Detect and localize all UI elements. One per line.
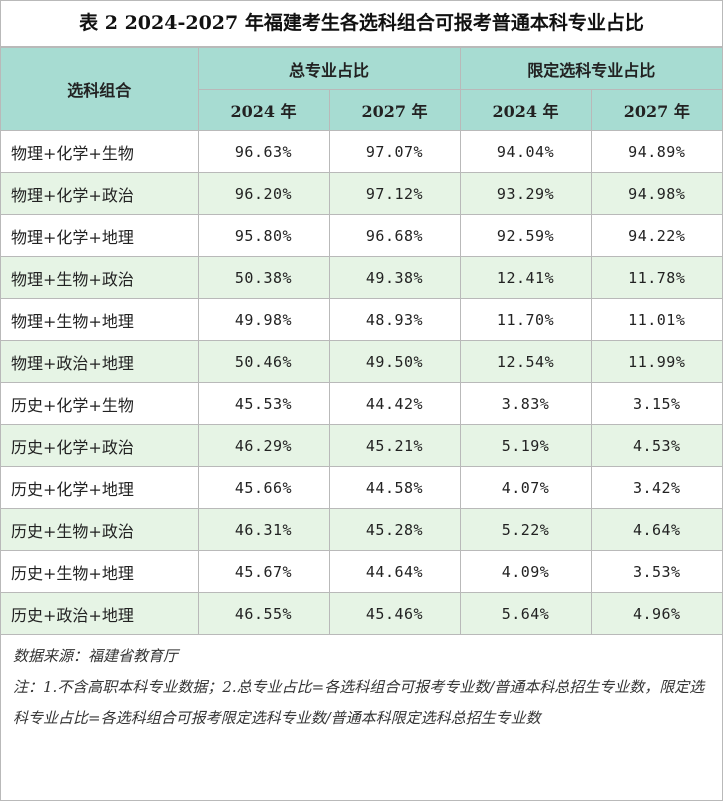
combo-cell: 物理+化学+生物 [1,130,199,173]
combo-cell: 历史+生物+政治 [1,508,199,551]
limited-2027-cell: 94.98% [590,172,723,215]
combo-cell: 历史+政治+地理 [1,592,199,635]
table-row: 历史+生物+政治 46.31% 45.28% 5.22% 4.64% [1,508,723,551]
header-year-total-2027: 2027 年 [328,89,461,131]
total-2027-cell: 49.50% [328,340,461,383]
combo-cell: 物理+化学+地理 [1,214,199,257]
limited-2024-cell: 5.64% [459,592,592,635]
table-row: 物理+化学+政治 96.20% 97.12% 93.29% 94.98% [1,172,723,215]
total-2024-cell: 96.63% [197,130,330,173]
limited-2024-cell: 93.29% [459,172,592,215]
limited-2027-cell: 11.78% [590,256,723,299]
table-row: 物理+政治+地理 50.46% 49.50% 12.54% 11.99% [1,340,723,383]
notes-block: 数据来源：福建省教育厅 注：1.不含高职本科专业数据；2.总专业占比=各选科组合… [1,635,722,734]
combo-cell: 历史+化学+生物 [1,382,199,425]
combo-cell: 物理+生物+地理 [1,298,199,341]
total-2024-cell: 46.29% [197,424,330,467]
combo-cell: 历史+化学+政治 [1,424,199,467]
combo-cell: 历史+生物+地理 [1,550,199,593]
table-row: 历史+化学+地理 45.66% 44.58% 4.07% 3.42% [1,466,723,509]
table-row: 历史+生物+地理 45.67% 44.64% 4.09% 3.53% [1,550,723,593]
table-row: 历史+化学+生物 45.53% 44.42% 3.83% 3.15% [1,382,723,425]
header-limited-share: 限定选科专业占比 [459,47,723,90]
limited-2027-cell: 4.96% [590,592,723,635]
table-title: 表 2 2024-2027 年福建考生各选科组合可报考普通本科专业占比 [1,1,722,47]
table-row: 物理+生物+政治 50.38% 49.38% 12.41% 11.78% [1,256,723,299]
limited-2027-cell: 3.53% [590,550,723,593]
header-combo: 选科组合 [1,47,199,131]
total-2027-cell: 48.93% [328,298,461,341]
combo-cell: 历史+化学+地理 [1,466,199,509]
limited-2027-cell: 94.22% [590,214,723,257]
total-2027-cell: 96.68% [328,214,461,257]
header-year-total-2024: 2024 年 [198,89,330,131]
limited-2027-cell: 4.64% [590,508,723,551]
data-table: 选科组合 总专业占比 限定选科专业占比 2024 年 2027 年 2024 年… [1,47,723,635]
table-row: 历史+化学+政治 46.29% 45.21% 5.19% 4.53% [1,424,723,467]
limited-2024-cell: 92.59% [459,214,592,257]
header-year-limited-2024: 2024 年 [459,89,592,131]
limited-2024-cell: 94.04% [459,130,592,173]
limited-2024-cell: 12.41% [459,256,592,299]
total-2027-cell: 44.58% [328,466,461,509]
total-2027-cell: 45.46% [328,592,461,635]
total-2024-cell: 50.38% [197,256,330,299]
total-2027-cell: 45.28% [328,508,461,551]
limited-2024-cell: 3.83% [459,382,592,425]
total-2024-cell: 96.20% [197,172,330,215]
limited-2027-cell: 3.15% [590,382,723,425]
data-source: 数据来源：福建省教育厅 [13,647,179,665]
combo-cell: 物理+政治+地理 [1,340,199,383]
table-row: 物理+化学+生物 96.63% 97.07% 94.04% 94.89% [1,130,723,173]
header-total-share: 总专业占比 [197,47,461,90]
combo-cell: 物理+化学+政治 [1,172,199,215]
total-2027-cell: 44.42% [328,382,461,425]
table-row: 历史+政治+地理 46.55% 45.46% 5.64% 4.96% [1,592,723,635]
footnote: 注：1.不含高职本科专业数据；2.总专业占比=各选科组合可报考专业数/普通本科总… [13,678,705,727]
table-body: 物理+化学+生物 96.63% 97.07% 94.04% 94.89% 物理+化学+政治… [1,130,723,635]
limited-2024-cell: 4.09% [459,550,592,593]
total-2024-cell: 45.67% [197,550,330,593]
limited-2024-cell: 5.19% [459,424,592,467]
limited-2024-cell: 11.70% [459,298,592,341]
limited-2027-cell: 3.42% [590,466,723,509]
table-row: 物理+化学+地理 95.80% 96.68% 92.59% 94.22% [1,214,723,257]
total-2024-cell: 46.31% [197,508,330,551]
total-2024-cell: 95.80% [197,214,330,257]
limited-2024-cell: 4.07% [459,466,592,509]
limited-2024-cell: 5.22% [459,508,592,551]
limited-2027-cell: 4.53% [590,424,723,467]
total-2027-cell: 44.64% [328,550,461,593]
combo-cell: 物理+生物+政治 [1,256,199,299]
total-2024-cell: 50.46% [197,340,330,383]
limited-2027-cell: 11.01% [590,298,723,341]
total-2024-cell: 45.66% [197,466,330,509]
total-2024-cell: 49.98% [197,298,330,341]
total-2027-cell: 45.21% [328,424,461,467]
total-2027-cell: 49.38% [328,256,461,299]
total-2027-cell: 97.07% [328,130,461,173]
total-2024-cell: 46.55% [197,592,330,635]
header-year-limited-2027: 2027 年 [590,89,723,131]
table-row: 物理+生物+地理 49.98% 48.93% 11.70% 11.01% [1,298,723,341]
limited-2027-cell: 94.89% [590,130,723,173]
limited-2024-cell: 12.54% [459,340,592,383]
total-2024-cell: 45.53% [197,382,330,425]
limited-2027-cell: 11.99% [590,340,723,383]
total-2027-cell: 97.12% [328,172,461,215]
